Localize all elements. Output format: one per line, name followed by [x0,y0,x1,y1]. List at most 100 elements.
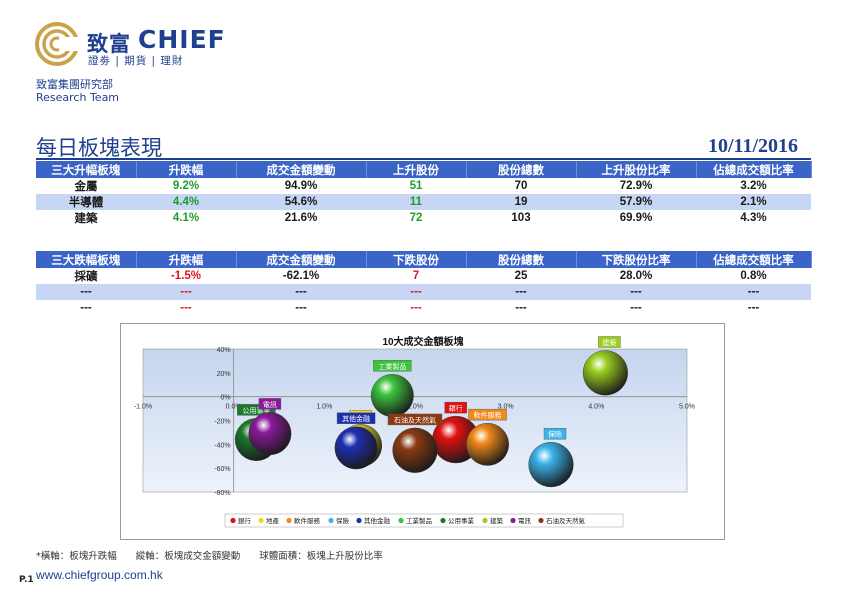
turnover-change: -62.1% [236,268,366,284]
x-tick-label: 1.0% [316,404,332,411]
column-header: 升跌幅 [136,161,237,178]
falling-count: 7 [366,268,466,284]
sector-name: 採礦 [36,268,136,284]
legend-item: 電訊 [518,516,532,525]
column-header: 成交金額變動 [236,251,367,268]
column-header: 三大升幅板塊 [36,161,137,178]
falling-count: --- [366,300,466,316]
turnover-change: --- [236,284,366,300]
turnover-share: 2.1% [696,194,811,210]
bubble-label: 銀行 [449,404,463,413]
department-cn: 致富集團研究部 [36,78,113,91]
table-row: 半導體 4.4% 54.6% 11 19 57.9% 2.1% [36,194,811,210]
table-header-row: 三大跌幅板塊 升跌幅 成交金額變動 下跌股份 股份總數 下跌股份比率 佔總成交額… [36,251,812,268]
sector-name: 建築 [36,210,136,226]
legend-item: 地產 [266,516,280,525]
legend-swatch [286,517,292,524]
sector-name: --- [36,284,136,300]
bubble-label: 保險 [548,430,562,439]
legend-swatch [356,517,362,524]
turnover-change: 54.6% [236,194,366,210]
bubble-label-box [543,428,567,440]
legend-swatch [230,517,236,524]
total-count: 70 [466,178,576,194]
gainers-table: 三大升幅板塊 升跌幅 成交金額變動 上升股份 股份總數 上升股份比率 佔總成交額… [36,161,812,226]
total-count: --- [466,300,576,316]
turnover-share: --- [696,284,811,300]
column-header: 下跌股份 [366,251,467,268]
bubble-point [466,422,509,466]
change-pct: 9.2% [136,178,236,194]
chief-logo-icon [35,22,81,66]
total-count: 103 [466,210,576,226]
legend-swatch [482,517,488,524]
legend-swatch [510,517,516,524]
bubble-label: 其他金融 [342,414,370,423]
column-header: 上升股份比率 [576,161,697,178]
bubble-point [334,426,378,470]
x-tick-label: 5.0% [679,404,695,411]
legend-swatch [398,517,404,524]
legend-item: 銀行 [238,516,252,525]
bubble-point [370,374,414,417]
losers-table: 三大跌幅板塊 升跌幅 成交金額變動 下跌股份 股份總數 下跌股份比率 佔總成交額… [36,251,812,316]
change-pct: --- [136,300,236,316]
bubble-label-box [258,398,282,410]
bubble-chart-frame: 10大成交金額板塊 -1.0% 0.0% 1.0% 2.0% 3.0% 4.0% 5.0% 4… [120,323,725,540]
falling-ratio: --- [576,284,696,300]
turnover-share: 4.3% [696,210,811,226]
y-tick-label: -40% [214,442,230,449]
legend-swatch [440,517,446,524]
bubble-label: 電訊 [263,400,277,409]
y-tick-label: -80% [214,490,230,497]
table-row: --- --- --- --- --- --- --- [36,300,811,316]
rising-ratio: 69.9% [576,210,696,226]
x-tick-label: 2.0% [407,404,423,411]
legend-item: 石油及天然氣 [546,516,586,525]
x-tick-label: 0.0% [226,404,242,411]
department-label: 致富集團研究部 Research Team [36,78,119,104]
y-tick-label: 20% [217,371,231,378]
rising-count: 51 [366,178,466,194]
y-tick-label: 40% [217,347,231,354]
change-pct: -1.5% [136,268,236,284]
column-header: 佔總成交額比率 [696,251,812,268]
chart-title: 10大成交金額板塊 [382,335,463,348]
column-header: 股份總數 [466,251,577,268]
turnover-change: 21.6% [236,210,366,226]
bubble-label-box [468,408,507,421]
total-count: 19 [466,194,576,210]
brand-subtitle: 證劵 | 期貨 | 理財 [88,55,184,67]
rising-ratio: 72.9% [576,178,696,194]
page-number: P.1 [19,575,34,585]
y-tick-label: -60% [214,466,230,473]
legend-swatch [328,517,334,524]
website-url: www.chiefgroup.com.hk [36,568,163,582]
table-row: 採礦 -1.5% -62.1% 7 25 28.0% 0.8% [36,268,811,284]
column-header: 下跌股份比率 [576,251,697,268]
legend-item: 建築 [490,516,504,525]
turnover-share: 3.2% [696,178,811,194]
legend-swatch [538,517,544,524]
table-row: 建築 4.1% 21.6% 72 103 69.9% 4.3% [36,210,811,226]
falling-ratio: --- [576,300,696,316]
legend-item: 保險 [336,516,350,525]
bubble-label-box [444,401,467,414]
bubble-label-box [598,336,621,348]
sector-name: --- [36,300,136,316]
rising-count: 72 [366,210,466,226]
turnover-share: --- [696,300,811,316]
legend-item: 公用事業 [448,516,475,525]
turnover-change: 94.9% [236,178,366,194]
turnover-share: 0.8% [696,268,811,284]
column-header: 股份總數 [466,161,577,178]
chart-legend [224,513,624,528]
rising-ratio: 57.9% [576,194,696,210]
legend-item: 軟件服務 [294,516,321,525]
change-pct: --- [136,284,236,300]
bubble-label-box [387,413,443,426]
department-en: Research Team [36,91,120,104]
page-title: 每日板塊表現 [36,136,162,160]
column-header: 上升股份 [366,161,467,178]
axis-footnote: *橫軸：板塊升跌幅 縱軸：板塊成交金額變動 球體面積：板塊上升股份比率 [36,551,383,562]
